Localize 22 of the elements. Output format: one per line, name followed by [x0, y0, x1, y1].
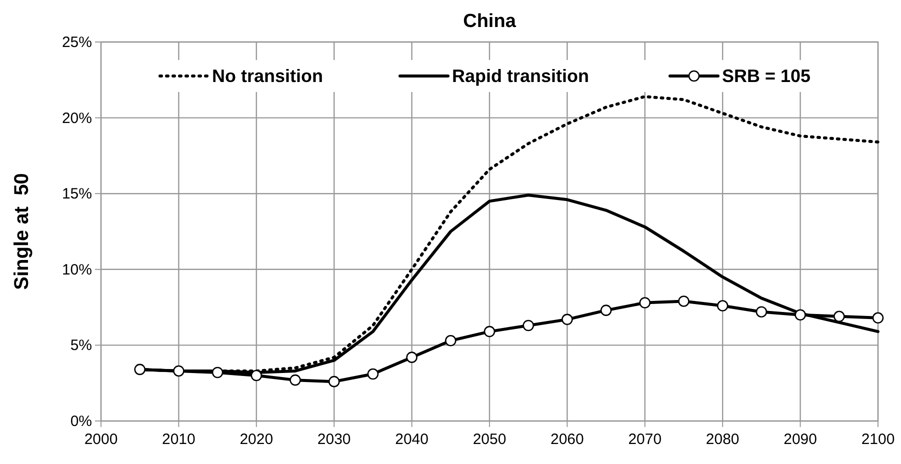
x-tick-label: 2050: [472, 431, 506, 448]
y-tick-label: 5%: [70, 337, 92, 354]
x-tick-label: 2000: [84, 431, 118, 448]
x-tick-label: 2010: [162, 431, 196, 448]
x-tick-label: 2080: [706, 431, 740, 448]
legend-label: No transition: [212, 66, 323, 86]
legend-label: SRB = 105: [722, 66, 811, 86]
y-tick-label: 20%: [62, 110, 92, 127]
y-tick-label: 10%: [62, 261, 92, 278]
x-tick-label: 2020: [240, 431, 274, 448]
y-axis-title: Single at 50: [11, 173, 33, 290]
y-tick-label: 15%: [62, 186, 92, 203]
x-tick-label: 2090: [784, 431, 817, 448]
x-tick-label: 2030: [317, 431, 351, 448]
x-tick-label: 2040: [395, 431, 428, 448]
x-tick-label: 2070: [628, 431, 662, 448]
y-tick-label: 25%: [62, 34, 92, 51]
legend-label: Rapid transition: [452, 66, 590, 86]
x-tick-label: 2100: [861, 431, 895, 448]
x-tick-label: 2060: [550, 431, 584, 448]
y-tick-label: 0%: [70, 413, 92, 430]
chart-title: China: [463, 11, 516, 32]
